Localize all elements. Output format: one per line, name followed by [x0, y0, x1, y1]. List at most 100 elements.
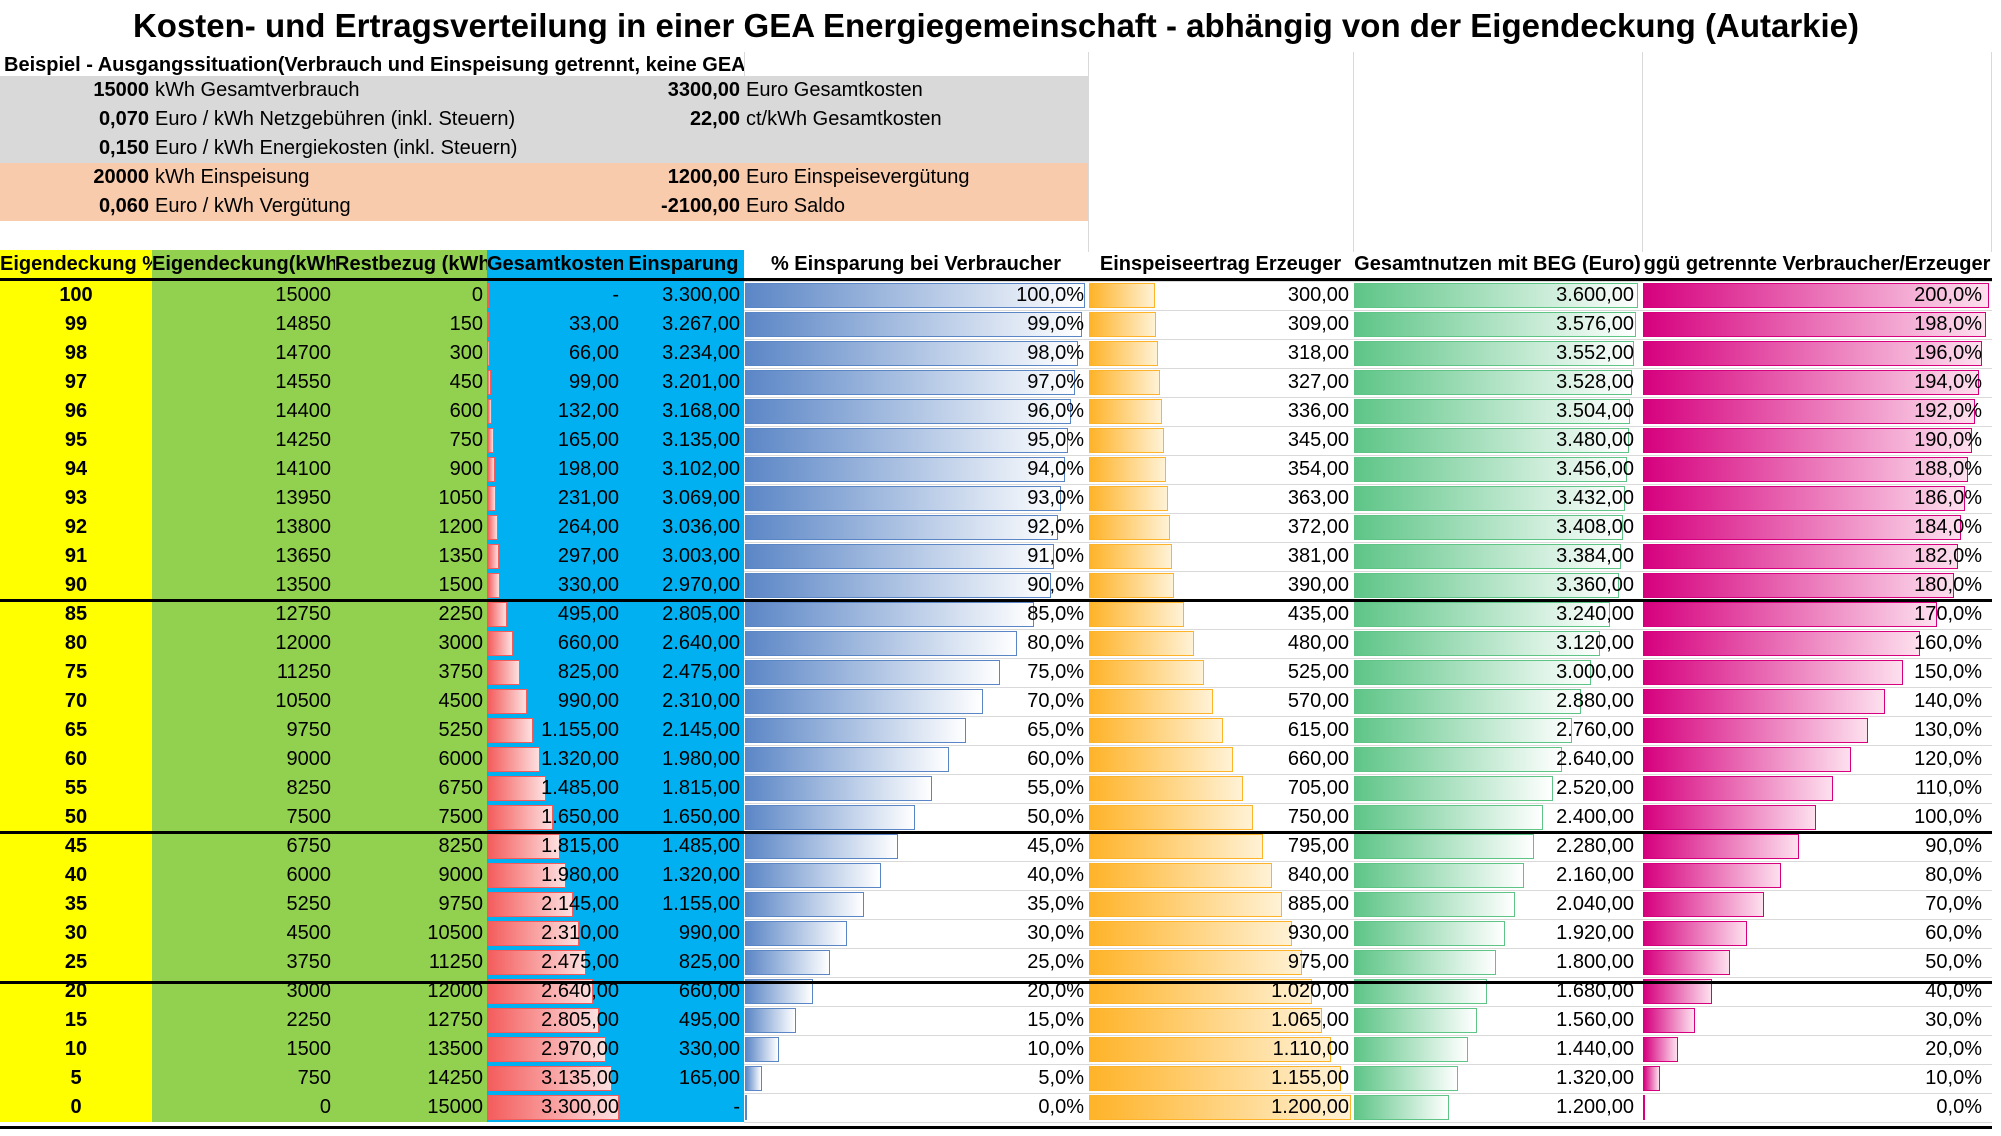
cell-ggu[interactable]: 90,0%	[1642, 832, 1992, 861]
cell-gesamtnutzen[interactable]: 3.360,00	[1353, 571, 1642, 600]
cell-eigendeckung-kwh[interactable]: 14250	[152, 426, 335, 455]
cell-eigendeckung-kwh[interactable]: 9750	[152, 716, 335, 745]
cell-einsparung[interactable]: 1.485,00	[623, 832, 744, 861]
cell-gesamtnutzen[interactable]: 2.040,00	[1353, 890, 1642, 919]
cell-eigendeckung-pct[interactable]: 92	[0, 513, 152, 542]
cell-pct-einsparung[interactable]: 65,0%	[744, 716, 1088, 745]
cell-gesamtnutzen[interactable]: 2.760,00	[1353, 716, 1642, 745]
cell-eigendeckung-pct[interactable]: 45	[0, 832, 152, 861]
cell-eigendeckung-kwh[interactable]: 13800	[152, 513, 335, 542]
cell-gesamtnutzen[interactable]: 2.520,00	[1353, 774, 1642, 803]
cell-ggu[interactable]: 50,0%	[1642, 948, 1992, 977]
cell-eigendeckung-pct[interactable]: 35	[0, 890, 152, 919]
cell-restbezug[interactable]: 1050	[335, 484, 487, 513]
cell-eigendeckung-pct[interactable]: 30	[0, 919, 152, 948]
cell-gesamtnutzen[interactable]: 2.880,00	[1353, 687, 1642, 716]
cell-gesamtkosten[interactable]: 2.475,00	[487, 948, 623, 977]
cell-eigendeckung-kwh[interactable]: 12000	[152, 629, 335, 658]
cell-eigendeckung-pct[interactable]: 93	[0, 484, 152, 513]
cell-eigendeckung-kwh[interactable]: 1500	[152, 1035, 335, 1064]
cell-pct-einsparung[interactable]: 55,0%	[744, 774, 1088, 803]
cell-gesamtnutzen[interactable]: 3.600,00	[1353, 281, 1642, 310]
cell-pct-einsparung[interactable]: 93,0%	[744, 484, 1088, 513]
cell-eigendeckung-kwh[interactable]: 11250	[152, 658, 335, 687]
cell-gesamtkosten[interactable]: 330,00	[487, 571, 623, 600]
cell-gesamtkosten[interactable]: 1.155,00	[487, 716, 623, 745]
cell-restbezug[interactable]: 2250	[335, 600, 487, 629]
cell-einspeiseertrag[interactable]: 372,00	[1088, 513, 1353, 542]
cell-ggu[interactable]: 182,0%	[1642, 542, 1992, 571]
cell-gesamtkosten[interactable]: -	[487, 281, 623, 310]
cell-gesamtkosten[interactable]: 1.320,00	[487, 745, 623, 774]
cell-pct-einsparung[interactable]: 50,0%	[744, 803, 1088, 832]
cell-ggu[interactable]: 196,0%	[1642, 339, 1992, 368]
cell-gesamtnutzen[interactable]: 1.560,00	[1353, 1006, 1642, 1035]
cell-gesamtnutzen[interactable]: 1.320,00	[1353, 1064, 1642, 1093]
cell-einspeiseertrag[interactable]: 795,00	[1088, 832, 1353, 861]
cell-einspeiseertrag[interactable]: 435,00	[1088, 600, 1353, 629]
cell-einspeiseertrag[interactable]: 345,00	[1088, 426, 1353, 455]
cell-eigendeckung-kwh[interactable]: 750	[152, 1064, 335, 1093]
cell-ggu[interactable]: 20,0%	[1642, 1035, 1992, 1064]
cell-ggu[interactable]: 186,0%	[1642, 484, 1992, 513]
cell-gesamtnutzen[interactable]: 2.400,00	[1353, 803, 1642, 832]
cell-gesamtkosten[interactable]: 2.310,00	[487, 919, 623, 948]
cell-restbezug[interactable]: 600	[335, 397, 487, 426]
cell-gesamtkosten[interactable]: 132,00	[487, 397, 623, 426]
cell-gesamtkosten[interactable]: 99,00	[487, 368, 623, 397]
cell-pct-einsparung[interactable]: 30,0%	[744, 919, 1088, 948]
cell-eigendeckung-kwh[interactable]: 14100	[152, 455, 335, 484]
cell-gesamtnutzen[interactable]: 3.552,00	[1353, 339, 1642, 368]
header-eigendeckung-kwh[interactable]: Eigendeckung(kWh)	[152, 250, 335, 279]
cell-einspeiseertrag[interactable]: 750,00	[1088, 803, 1353, 832]
cell-eigendeckung-kwh[interactable]: 6000	[152, 861, 335, 890]
cell-gesamtnutzen[interactable]: 1.920,00	[1353, 919, 1642, 948]
cell-einsparung[interactable]: 1.980,00	[623, 745, 744, 774]
cell-gesamtkosten[interactable]: 1.815,00	[487, 832, 623, 861]
cell-pct-einsparung[interactable]: 97,0%	[744, 368, 1088, 397]
cell-gesamtnutzen[interactable]: 3.384,00	[1353, 542, 1642, 571]
header-einspeiseertrag[interactable]: Einspeiseertrag Erzeuger	[1099, 253, 1342, 275]
cell-pct-einsparung[interactable]: 15,0%	[744, 1006, 1088, 1035]
cell-eigendeckung-pct[interactable]: 95	[0, 426, 152, 455]
cell-gesamtkosten[interactable]: 1.980,00	[487, 861, 623, 890]
cell-restbezug[interactable]: 3000	[335, 629, 487, 658]
cell-eigendeckung-kwh[interactable]: 4500	[152, 919, 335, 948]
cell-ggu[interactable]: 60,0%	[1642, 919, 1992, 948]
cell-gesamtnutzen[interactable]: 3.576,00	[1353, 310, 1642, 339]
cell-einsparung[interactable]: 3.201,00	[623, 368, 744, 397]
cell-ggu[interactable]: 170,0%	[1642, 600, 1992, 629]
cell-restbezug[interactable]: 5250	[335, 716, 487, 745]
cell-eigendeckung-kwh[interactable]: 13500	[152, 571, 335, 600]
cell-ggu[interactable]: 140,0%	[1642, 687, 1992, 716]
cell-einspeiseertrag[interactable]: 318,00	[1088, 339, 1353, 368]
cell-gesamtkosten[interactable]: 3.135,00	[487, 1064, 623, 1093]
cell-pct-einsparung[interactable]: 100,0%	[744, 281, 1088, 310]
cell-restbezug[interactable]: 8250	[335, 832, 487, 861]
cell-pct-einsparung[interactable]: 91,0%	[744, 542, 1088, 571]
cell-gesamtkosten[interactable]: 1.485,00	[487, 774, 623, 803]
cell-gesamtkosten[interactable]: 495,00	[487, 600, 623, 629]
cell-ggu[interactable]: 130,0%	[1642, 716, 1992, 745]
cell-gesamtkosten[interactable]: 231,00	[487, 484, 623, 513]
cell-restbezug[interactable]: 6000	[335, 745, 487, 774]
cell-ggu[interactable]: 192,0%	[1642, 397, 1992, 426]
cell-pct-einsparung[interactable]: 96,0%	[744, 397, 1088, 426]
cell-restbezug[interactable]: 1350	[335, 542, 487, 571]
cell-einsparung[interactable]: 330,00	[623, 1035, 744, 1064]
header-ggu[interactable]: ggü getrennte Verbraucher/Erzeuger	[1643, 253, 1991, 275]
cell-eigendeckung-kwh[interactable]: 13950	[152, 484, 335, 513]
cell-eigendeckung-pct[interactable]: 15	[0, 1006, 152, 1035]
cell-einspeiseertrag[interactable]: 354,00	[1088, 455, 1353, 484]
cell-gesamtnutzen[interactable]: 3.528,00	[1353, 368, 1642, 397]
cell-einspeiseertrag[interactable]: 309,00	[1088, 310, 1353, 339]
cell-pct-einsparung[interactable]: 45,0%	[744, 832, 1088, 861]
cell-einspeiseertrag[interactable]: 930,00	[1088, 919, 1353, 948]
cell-einspeiseertrag[interactable]: 615,00	[1088, 716, 1353, 745]
cell-gesamtnutzen[interactable]: 2.160,00	[1353, 861, 1642, 890]
cell-gesamtnutzen[interactable]: 3.408,00	[1353, 513, 1642, 542]
cell-eigendeckung-kwh[interactable]: 10500	[152, 687, 335, 716]
cell-pct-einsparung[interactable]: 40,0%	[744, 861, 1088, 890]
cell-gesamtkosten[interactable]: 33,00	[487, 310, 623, 339]
cell-restbezug[interactable]: 450	[335, 368, 487, 397]
